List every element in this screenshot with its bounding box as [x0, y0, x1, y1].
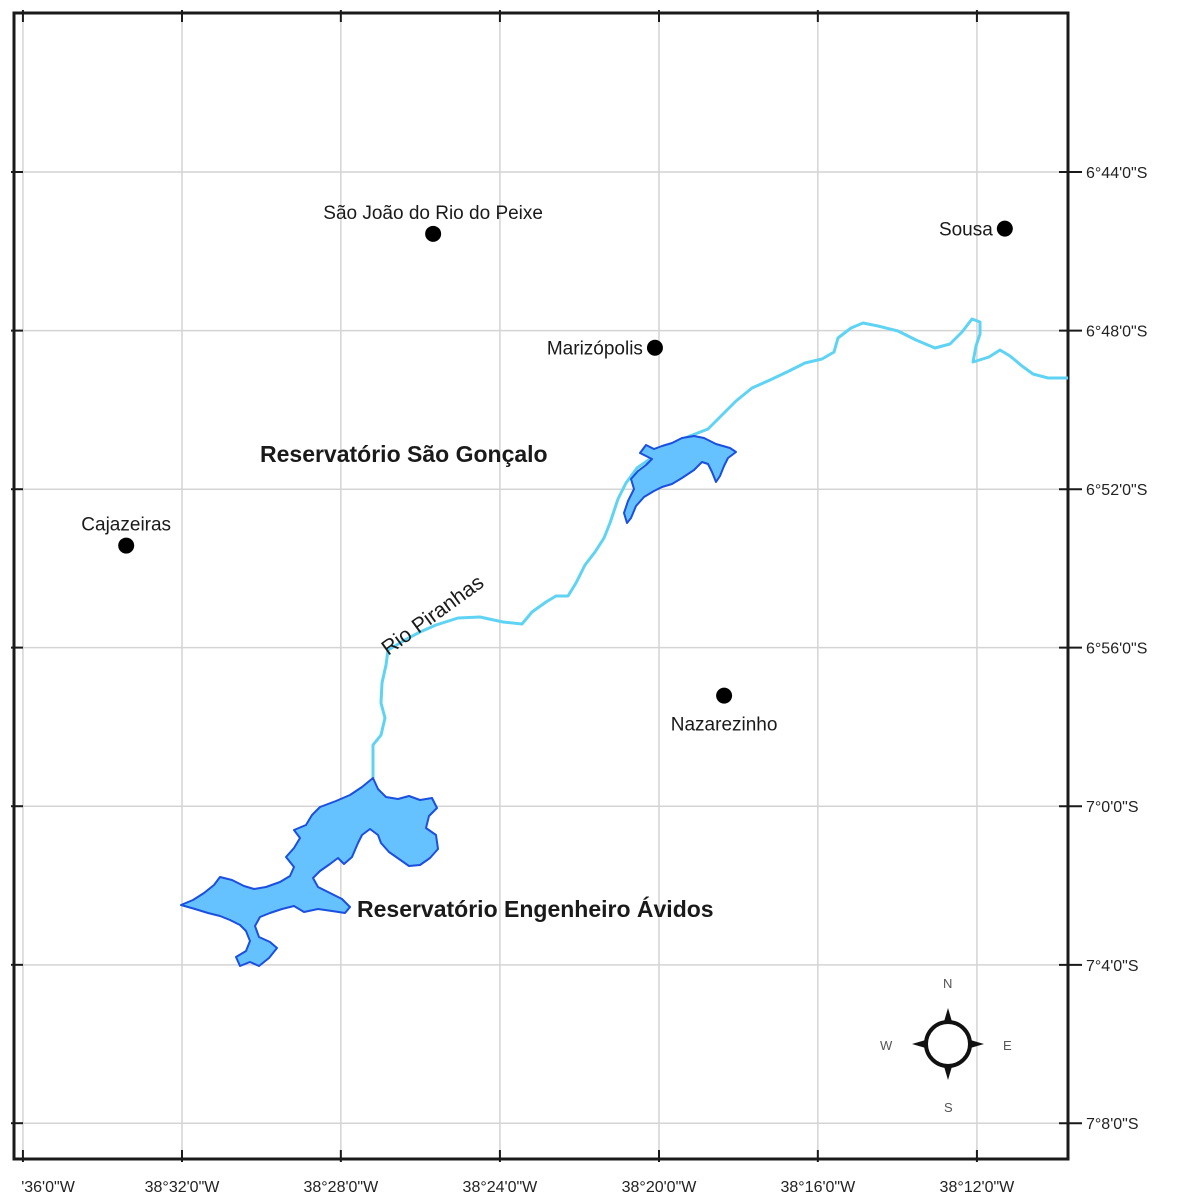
river-piranhas-label: Rio Piranhas — [377, 571, 488, 660]
longitude-tick-label: 38°20'0"W — [622, 1179, 698, 1196]
city-label: Marizópolis — [547, 339, 643, 360]
latitude-tick-label: 6°56'0"S — [1086, 641, 1147, 658]
latitude-tick-label: 6°52'0"S — [1086, 482, 1147, 499]
city-markers: São João do Rio do Peixe Sousa Marizópolis… — [81, 203, 1013, 736]
longitude-tick-label: '36'0"W — [21, 1179, 75, 1196]
city-marker — [647, 340, 663, 356]
compass-north-label: N — [943, 976, 952, 991]
compass-east-label: E — [1003, 1038, 1012, 1053]
latitude-tick-label: 7°8'0"S — [1086, 1116, 1139, 1133]
reservoir-sao-goncalo-label: Reservatório São Gonçalo — [260, 441, 548, 467]
city-marker — [425, 226, 441, 242]
reservoir-engenheiro-avidos-label: Reservatório Engenheiro Ávidos — [357, 895, 714, 922]
latitude-tick-label: 6°44'0"S — [1086, 165, 1147, 182]
longitude-tick-label: 38°32'0"W — [145, 1179, 221, 1196]
city-label: Cajazeiras — [81, 515, 171, 536]
latitude-tick-label: 7°0'0"S — [1086, 799, 1139, 816]
city-marker — [118, 538, 134, 554]
latitude-tick-label: 6°48'0"S — [1086, 324, 1147, 341]
graticule: '36'0"W 38°32'0"W 38°28'0"W 38°24'0"W 38°20'… — [11, 10, 1147, 1196]
map-frame — [14, 13, 1068, 1159]
river-piranhas-line — [373, 319, 1068, 778]
longitude-tick-label: 38°24'0"W — [463, 1179, 539, 1196]
longitude-tick-label: 38°16'0"W — [780, 1179, 856, 1196]
longitude-tick-label: 38°12'0"W — [940, 1179, 1016, 1196]
reservoir-sao-goncalo-shape — [624, 436, 736, 523]
compass-south-label: S — [944, 1100, 953, 1115]
city-label: São João do Rio do Peixe — [323, 203, 543, 224]
longitude-tick-label: 38°28'0"W — [303, 1179, 379, 1196]
city-label: Nazarezinho — [671, 715, 778, 736]
latitude-tick-label: 7°4'0"S — [1086, 958, 1139, 975]
city-marker — [997, 221, 1013, 237]
compass-rose: N S E W — [880, 976, 1012, 1115]
compass-west-label: W — [880, 1038, 893, 1053]
city-label: Sousa — [939, 220, 993, 241]
city-marker — [716, 688, 732, 704]
